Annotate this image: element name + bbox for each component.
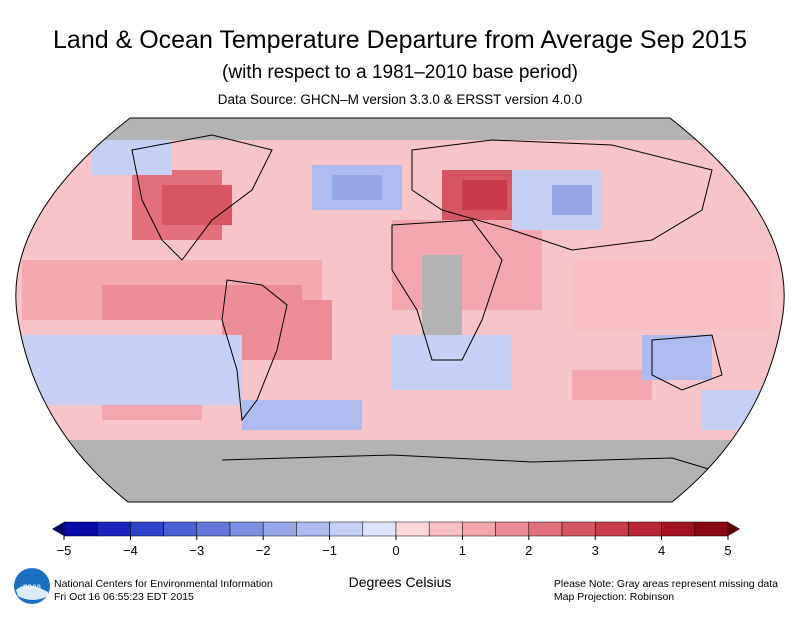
world-temperature-map (15, 117, 785, 503)
colorbar-bin (63, 521, 98, 537)
colorbar-bin (561, 521, 596, 537)
warm-anomaly-africa-mideast (392, 220, 542, 310)
colorbar-bin (462, 521, 496, 537)
globe-outline (15, 117, 785, 503)
data-source: Data Source: GHCN–M version 3.3.0 & ERSS… (217, 92, 583, 107)
colorbar-bin (395, 521, 430, 537)
colorbar-bin (495, 521, 530, 537)
above-max-arrow (728, 522, 740, 536)
colorbar-bin (428, 521, 463, 537)
map-subtitle: (with respect to a 1981–2010 base period… (222, 62, 578, 83)
colorbar-bin (229, 521, 264, 537)
colorbar-label: Degrees Celsius (348, 574, 452, 590)
cool-anomaly-australia (642, 335, 712, 380)
cool-anomaly-atlantic-core (332, 175, 382, 200)
colorbar-bin (163, 521, 198, 537)
missing-data-central-africa (422, 255, 462, 335)
colorbar-tick-label: −3 (189, 543, 204, 558)
warm-anomaly-russia (462, 180, 507, 210)
warm-anomaly-south-indian (572, 370, 652, 400)
color-scale-legend: −5 −4 −3 −2 −1 0 1 2 3 4 5 (52, 521, 740, 558)
colorbar-bin (196, 521, 231, 537)
colorbar-bin (594, 521, 629, 537)
coastlines (131, 134, 723, 471)
cool-anomaly-south-atlantic (392, 335, 512, 390)
colorbar-bin (96, 521, 131, 537)
footer-right: Please Note: Gray areas represent missin… (554, 578, 778, 604)
noaa-logo-icon: noaa (14, 568, 50, 604)
colorbar-tick-label: 2 (525, 543, 532, 558)
colorbar-tick-label: −5 (57, 543, 72, 558)
missing-data-note: Please Note: Gray areas represent missin… (553, 578, 778, 590)
warm-anomaly-canada (162, 185, 232, 225)
colorbar-bin (329, 521, 364, 537)
colorbar-bin (661, 521, 696, 537)
map-title: Land & Ocean Temperature Departure from … (53, 26, 747, 54)
colorbar-bin (296, 521, 330, 537)
colorbar-bin (528, 521, 563, 537)
colorbar-tick-label: −4 (123, 543, 138, 558)
below-min-arrow (52, 522, 64, 536)
colorbar-tick-label: 3 (592, 543, 599, 558)
footer-left: National Centers for Environmental Infor… (54, 578, 273, 604)
colorbar-tick-label: 0 (392, 543, 399, 558)
colorbar-tick-label: 5 (724, 543, 731, 558)
cool-anomaly-alaska (92, 140, 172, 175)
colorbar-tick-label: 4 (658, 543, 665, 558)
colorbar-tick-label: −2 (256, 543, 271, 558)
timestamp: Fri Oct 16 06:55:23 EDT 2015 (54, 591, 194, 603)
cool-anomaly-southern-indian (702, 390, 772, 430)
missing-data-antarctica (15, 440, 785, 502)
colorbar-tick-label: −1 (322, 543, 337, 558)
cool-anomaly-south-pacific (15, 335, 242, 405)
colorbar-bin (262, 521, 297, 537)
cool-anomaly-southern-ocean (242, 400, 362, 430)
colorbar-bin (628, 521, 662, 537)
colorbar-bin (694, 521, 729, 537)
cool-anomaly-siberia (552, 185, 592, 215)
projection-note: Map Projection: Robinson (553, 591, 675, 603)
colorbar-bin (362, 521, 397, 537)
missing-data-arctic (15, 118, 785, 140)
logo-text: noaa (23, 582, 41, 591)
colorbar-tick-label: 1 (459, 543, 466, 558)
warm-anomaly-indian-ocean (572, 260, 772, 330)
org-name: National Centers for Environmental Infor… (54, 578, 273, 590)
colorbar-bin (130, 521, 164, 537)
